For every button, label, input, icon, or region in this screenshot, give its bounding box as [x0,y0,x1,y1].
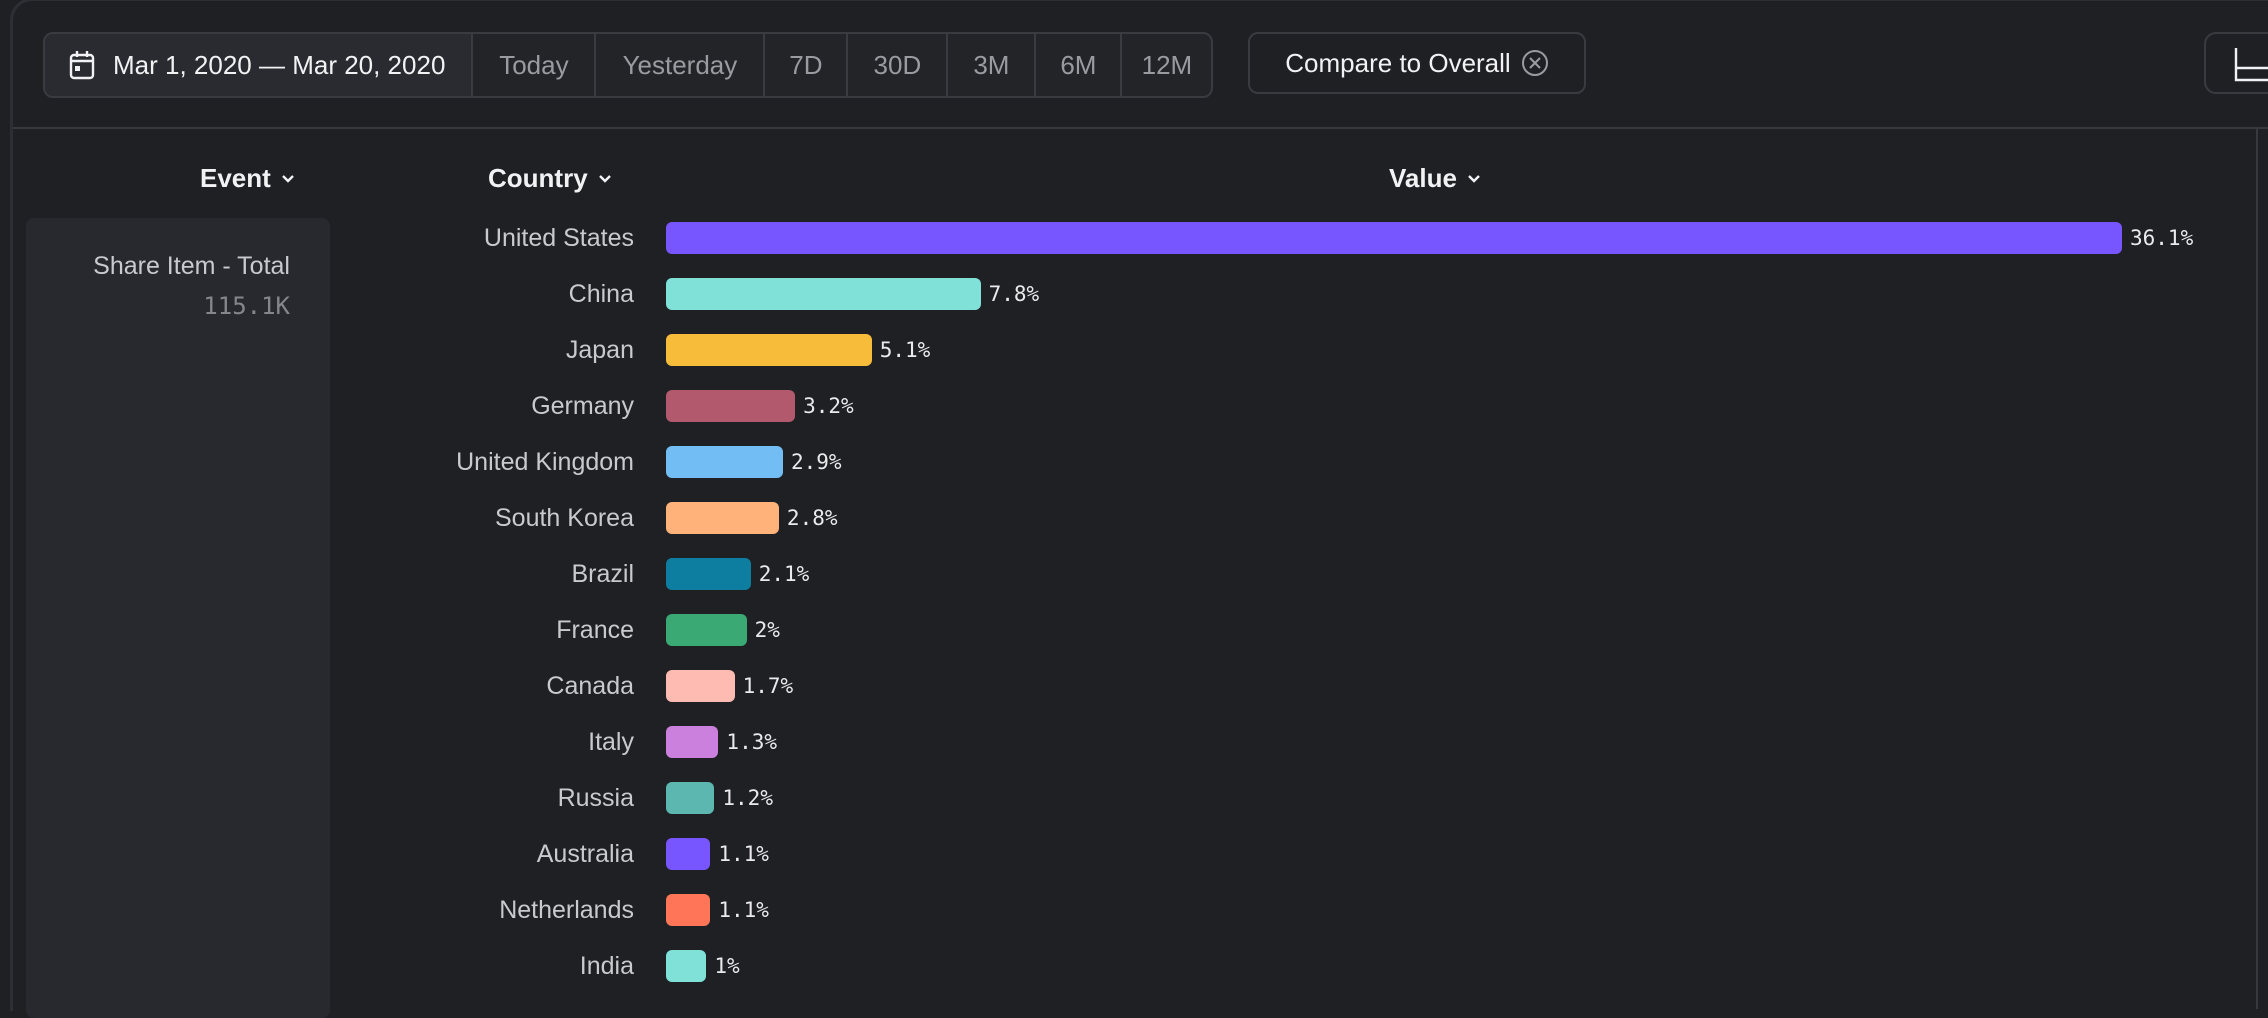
chevron-down-icon [281,174,294,183]
compare-to-overall-button[interactable]: Compare to Overall [1248,32,1586,94]
preset-today[interactable]: Today [471,34,594,96]
country-label: France [556,616,634,644]
country-label: South Korea [495,504,634,532]
bar[interactable] [666,838,711,870]
value-label: 1% [714,954,740,978]
bar-row[interactable]: China 7.8% [0,278,2200,310]
event-item[interactable]: Share Item - Total 115.1K [26,218,330,1018]
bar-row[interactable]: Australia 1.1% [0,838,2200,870]
value-label: 2.9% [790,450,842,474]
bar-row[interactable]: Netherlands 1.1% [0,894,2200,926]
event-value: 115.1K [203,292,290,320]
chevron-down-icon [598,174,611,183]
bar-row[interactable]: Japan 5.1% [0,334,2200,366]
country-label: United States [483,224,634,252]
bar-row[interactable]: United Kingdom 2.9% [0,446,2200,478]
value-label: 1.7% [742,674,794,698]
country-label: Italy [588,728,634,756]
bar-row[interactable]: India 1% [0,950,2200,982]
bar[interactable] [666,446,783,478]
bar-row[interactable]: Brazil 2.1% [0,558,2200,590]
value-label: 36.1% [2130,226,2194,250]
bar[interactable] [666,782,715,814]
close-circle-icon[interactable] [1521,49,1549,77]
bar[interactable] [666,670,735,702]
preset-yesterday[interactable]: Yesterday [594,34,763,96]
main-frame [10,0,2268,1011]
preset-7d[interactable]: 7D [763,34,846,96]
compare-label: Compare to Overall [1285,47,1511,78]
value-label: 1.2% [722,786,773,810]
date-range-toolbar: Mar 1, 2020 — Mar 20, 2020 Today Yesterd… [43,32,1214,98]
value-label: 2% [754,618,780,642]
value-label: 5.1% [879,338,931,362]
bar-row[interactable]: Germany 3.2% [0,390,2200,422]
event-name: Share Item - Total [93,252,290,280]
value-label: 3.2% [803,394,854,418]
bar-row[interactable]: Russia 1.2% [0,782,2200,814]
value-label: 2.1% [758,562,810,586]
bar[interactable] [666,894,711,926]
date-range-label: Mar 1, 2020 — Mar 20, 2020 [113,49,446,80]
bar-row[interactable]: Italy 1.3% [0,726,2200,758]
value-column-header[interactable]: Value [1389,163,1481,194]
preset-6m[interactable]: 6M [1034,34,1120,96]
value-header-label: Value [1389,163,1457,193]
country-label: Japan [565,336,634,364]
bar[interactable] [666,726,719,758]
bar[interactable] [666,614,747,646]
bar[interactable] [666,334,872,366]
country-label: Canada [546,672,634,700]
preset-3m[interactable]: 3M [946,34,1034,96]
bar[interactable] [666,502,779,534]
calendar-icon [69,51,95,80]
value-label: 2.8% [786,506,838,530]
bar[interactable] [666,390,796,422]
chart-icon [2234,48,2268,82]
preset-30d[interactable]: 30D [846,34,946,96]
preset-12m[interactable]: 12M [1120,34,1211,96]
chart-type-button[interactable] [2204,32,2268,94]
chevron-down-icon [1468,174,1480,183]
panel-divider [2256,129,2258,1009]
country-label: Brazil [571,560,634,588]
bar[interactable] [666,950,707,982]
bar-row[interactable]: France 2% [0,614,2200,646]
country-label: India [579,952,634,980]
date-range-picker[interactable]: Mar 1, 2020 — Mar 20, 2020 [45,34,472,96]
bar-row[interactable]: United States 36.1% [0,222,2200,254]
bar-row[interactable]: South Korea 2.8% [0,502,2200,534]
country-label: Germany [531,392,634,420]
value-label: 1.3% [726,730,777,754]
country-label: Australia [536,840,634,868]
value-label: 1.1% [718,842,769,866]
country-header-label: Country [488,163,588,193]
country-column-header[interactable]: Country [488,163,612,194]
country-label: United Kingdom [456,448,634,476]
bar[interactable] [666,558,751,590]
country-label: China [568,280,634,308]
bar-row[interactable]: Canada 1.7% [0,670,2200,702]
country-label: Netherlands [499,896,634,924]
bar[interactable] [666,222,2122,254]
value-label: 7.8% [988,282,1040,306]
bar[interactable] [666,278,981,310]
country-label: Russia [557,784,634,812]
value-label: 1.1% [718,898,769,922]
event-column-header[interactable]: Event [200,163,295,194]
toolbar-divider [13,127,2268,129]
event-header-label: Event [200,163,271,193]
